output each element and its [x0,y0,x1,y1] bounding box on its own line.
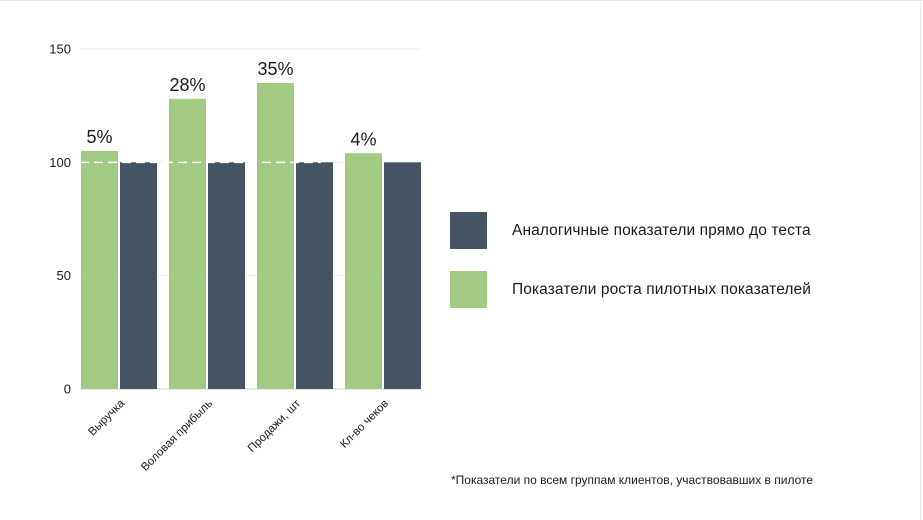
top-border [0,0,923,1]
footnote: *Показатели по всем группам клиентов, уч… [451,473,814,487]
x-tick-label: Кл-во чеков [338,398,391,451]
legend-item-baseline: Аналогичные показатели прямо до теста [450,212,811,249]
bar-baseline [120,162,157,389]
data-label: 35% [257,59,293,79]
right-border [920,0,921,520]
bar-pilot [169,98,206,389]
x-tick-label: Выручка [86,397,127,438]
y-tick-label: 150 [49,42,71,57]
bar-baseline [296,162,333,389]
y-tick-label: 100 [49,155,71,170]
data-label: 28% [169,75,205,95]
x-tick-label: Воловая прибыль [139,398,215,474]
bar-pilot [345,153,382,389]
legend-label-pilot: Показатели роста пилотных показателей [512,280,812,298]
legend-item-pilot: Показатели роста пилотных показателей [450,271,811,308]
y-tick-label: 0 [64,382,71,397]
bar-pilot [81,151,118,389]
legend-swatch-pilot [450,271,487,308]
bar-baseline [384,162,421,389]
legend-swatch-baseline [450,212,487,249]
bar-baseline [208,162,245,389]
data-label: 5% [86,127,112,147]
bar-chart: 0 50 100 150 5% Выручка 28% Воловая прибыль 35% П… [49,42,421,474]
x-tick-label: Продажи, шт [246,397,304,455]
data-label: 4% [350,129,376,149]
bar-pilot [257,83,294,389]
y-tick-label: 50 [57,268,71,283]
legend-label-baseline: Аналогичные показатели прямо до теста [512,221,811,239]
